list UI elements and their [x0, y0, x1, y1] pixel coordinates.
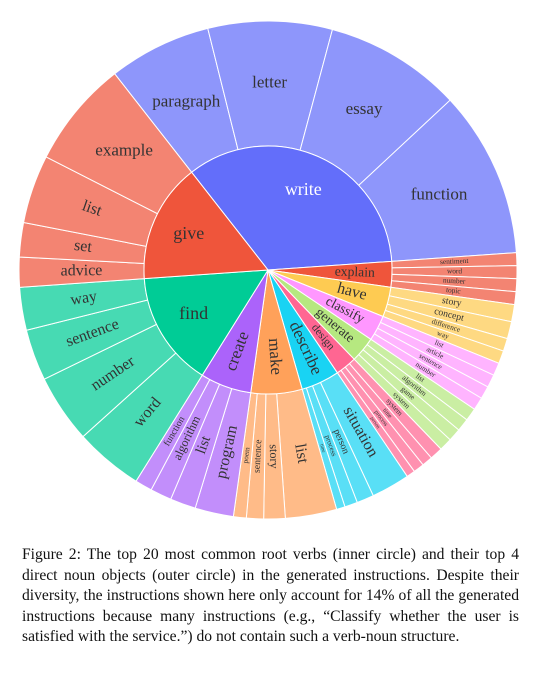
segment-label: make [265, 337, 287, 375]
segment-label: number [443, 275, 466, 285]
inner-segment [143, 171, 269, 280]
segment-label: list [193, 434, 214, 456]
segment-label: find [179, 303, 208, 323]
segment-label: story [267, 444, 282, 470]
segment-label: explain [334, 263, 375, 279]
segment-label: poem [241, 446, 252, 463]
segment-label: set [73, 237, 93, 256]
inner-segment [190, 145, 393, 271]
segment-label: way [436, 328, 451, 341]
segment-label: time [381, 408, 393, 420]
segment-label: essay [346, 99, 383, 118]
segment-label: letter [252, 72, 287, 91]
segment-label: advice [61, 262, 103, 279]
segment-label: list [80, 197, 105, 220]
sunburst-chart: paragraph letter essay function write sentime… [18, 20, 518, 520]
segment-label: list [414, 371, 427, 384]
segment-label: person [369, 416, 381, 430]
segment-label: give [173, 223, 204, 243]
segment-label: list [433, 338, 445, 350]
segment-label: example [95, 140, 153, 159]
segment-label: sentiment [440, 256, 469, 266]
segment-label: paragraph [152, 91, 220, 110]
inner-segment [143, 269, 269, 376]
segment-label: time [318, 444, 325, 454]
segment-label: sentence [252, 439, 265, 473]
segment-label: word [447, 266, 462, 275]
caption: Figure 2: The top 20 most common root ve… [22, 546, 519, 645]
segment-label: write [285, 179, 322, 199]
segment-label: function [411, 185, 468, 204]
segment-label: story [441, 295, 462, 309]
segment-label: topic [446, 285, 462, 296]
segment-label: way [69, 288, 98, 309]
segment-label: list [291, 442, 311, 465]
